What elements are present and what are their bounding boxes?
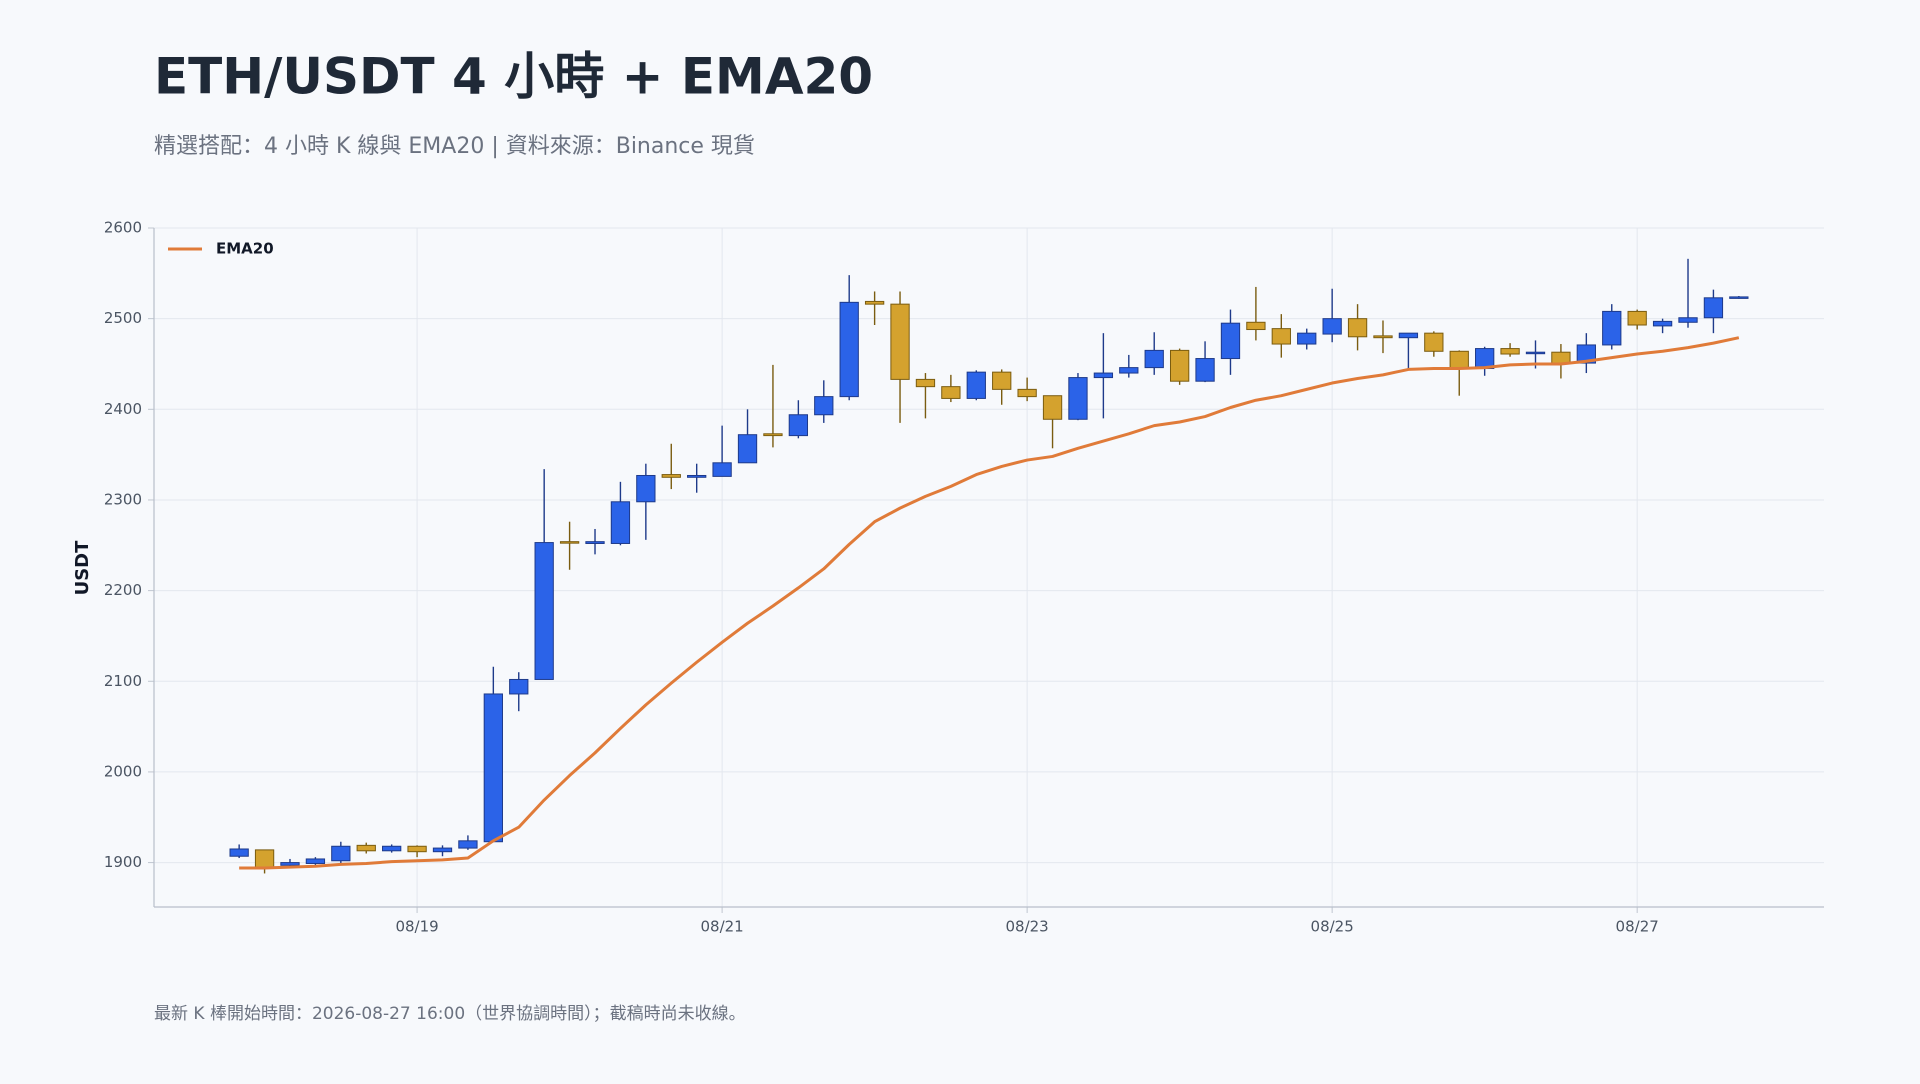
candle-body xyxy=(966,371,986,399)
y-tick-label: 2200 xyxy=(104,581,142,599)
candle-body xyxy=(254,849,275,868)
candle-body xyxy=(1144,349,1164,369)
candle-body xyxy=(1271,328,1291,345)
candle-body xyxy=(1424,332,1444,352)
y-tick-label: 2100 xyxy=(104,672,142,690)
x-tick-label: 08/25 xyxy=(1311,918,1354,936)
x-tick-label: 08/19 xyxy=(395,918,438,936)
candle-body xyxy=(1449,350,1469,370)
candle-body xyxy=(1119,367,1139,374)
plot-area: 1900 2000 2100 2200 2300 2400 2500 2600 08/19 08/… xyxy=(104,219,1824,936)
y-tick-label: 2400 xyxy=(104,400,142,418)
candle-body xyxy=(687,474,707,478)
candle-body xyxy=(636,474,656,503)
chart-title: ETH/USDT 4 小時 + EMA20 xyxy=(154,48,873,106)
candle-body xyxy=(1576,344,1596,364)
x-tick-label: 08/27 xyxy=(1616,918,1659,936)
candle-body xyxy=(1068,377,1088,420)
candle-body xyxy=(1602,310,1622,346)
candle-body xyxy=(1246,321,1266,331)
candle-body xyxy=(1195,358,1215,382)
candle-body xyxy=(1297,332,1317,345)
candle-body xyxy=(356,844,376,852)
candle-body xyxy=(1169,349,1190,382)
candle-body xyxy=(712,462,732,477)
candle-body xyxy=(992,371,1012,390)
candle-body xyxy=(788,414,809,437)
candle-body xyxy=(737,434,758,464)
candle-body xyxy=(610,501,631,544)
candle-body xyxy=(382,845,402,852)
candle-body xyxy=(661,474,681,478)
candle-body xyxy=(585,541,605,544)
candle-body xyxy=(1398,332,1419,339)
candle-body xyxy=(1220,322,1241,360)
candle-body xyxy=(1373,335,1393,339)
x-tick-label: 08/23 xyxy=(1006,918,1049,936)
candle-body xyxy=(432,847,453,853)
candle-body xyxy=(1627,310,1647,326)
candle-body xyxy=(915,378,936,388)
candle-body xyxy=(509,678,529,695)
candle-body xyxy=(1500,348,1520,355)
chart-subtitle: 精選搭配：4 小時 K 線與 EMA20 | 資料來源：Binance 現貨 xyxy=(154,134,755,159)
candle-body xyxy=(1093,372,1114,379)
ema-line xyxy=(239,336,1740,870)
candle-body xyxy=(890,303,910,380)
candle-body xyxy=(534,542,554,680)
candle-body xyxy=(1525,351,1546,355)
candle-body xyxy=(1551,351,1571,364)
candle-body xyxy=(941,386,961,399)
candle-body xyxy=(407,845,427,853)
candle-body xyxy=(1703,297,1724,319)
candle-body xyxy=(814,396,834,416)
candle-body xyxy=(1347,318,1368,338)
x-tick-label: 08/21 xyxy=(700,918,743,936)
footnote: 最新 K 棒開始時間：2026-08-27 16:00（世界協調時間）；截稿時尚… xyxy=(154,1004,746,1024)
candle-body xyxy=(1678,317,1698,323)
candle-body xyxy=(839,301,859,398)
legend-label: EMA20 xyxy=(216,240,274,258)
candle-body xyxy=(1652,320,1673,327)
y-tick-label: 2000 xyxy=(104,762,142,780)
candle-body xyxy=(559,541,580,544)
y-axis-label: USDT xyxy=(72,540,93,596)
candle-body xyxy=(458,840,478,849)
candle-body xyxy=(305,858,326,864)
candle-body xyxy=(331,845,351,862)
candle-body xyxy=(280,862,300,866)
candle-body xyxy=(864,300,885,305)
candle-body xyxy=(1322,318,1342,335)
candle-body xyxy=(483,693,503,843)
y-tick-label: 1900 xyxy=(104,853,142,871)
candle-body xyxy=(1042,395,1063,420)
candle-body xyxy=(1729,296,1749,299)
candle-body xyxy=(763,433,783,437)
y-tick-label: 2300 xyxy=(104,490,142,508)
candle-body xyxy=(1017,388,1037,398)
candle-body xyxy=(229,848,249,857)
y-tick-label: 2500 xyxy=(104,309,142,327)
y-tick-label: 2600 xyxy=(104,219,142,237)
